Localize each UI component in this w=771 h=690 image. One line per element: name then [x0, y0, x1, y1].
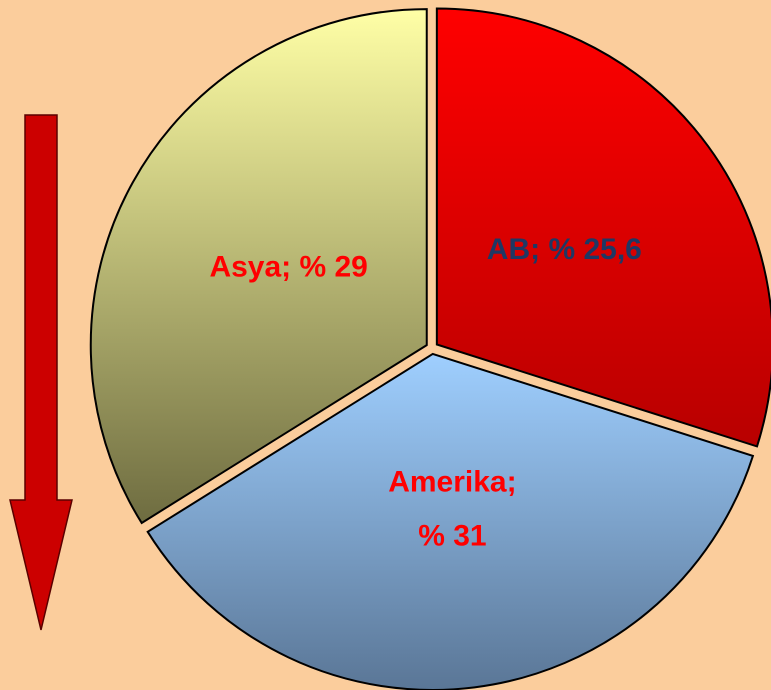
slice-label: Amerika; — [388, 466, 516, 499]
down-arrow — [9, 114, 73, 631]
slice-label: AB; % 25,6 — [487, 233, 642, 266]
slice-label: Asya; % 29 — [209, 250, 367, 283]
pie-slice — [146, 352, 755, 690]
slice-label: % 31 — [418, 520, 486, 553]
arrow-shape — [9, 114, 73, 631]
pie-slice — [89, 8, 428, 525]
pie-slice — [435, 7, 771, 448]
